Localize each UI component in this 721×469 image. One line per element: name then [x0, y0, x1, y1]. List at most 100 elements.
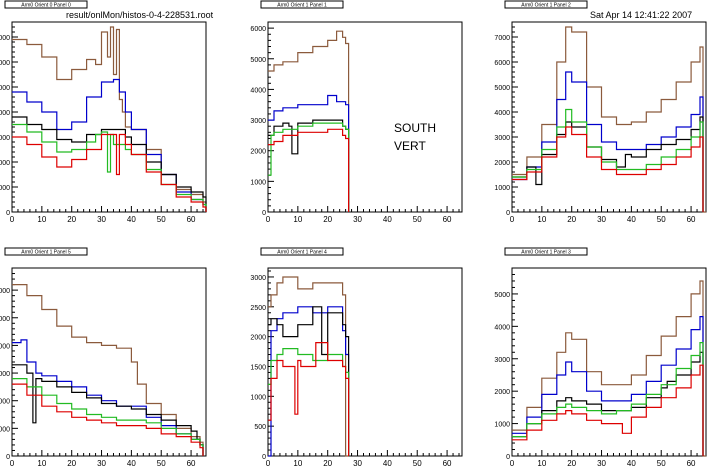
x-tick-label: 0: [510, 215, 515, 224]
plot-frame: [267, 21, 463, 213]
series-black: [268, 306, 350, 456]
series-blue: [12, 339, 204, 456]
histogram-panel-5: Arm0 Orient 1 Panel 3 0 10 20 30 40 50 60 1000 20…: [494, 247, 707, 468]
x-tick-label: 40: [627, 215, 636, 224]
series-brown: [268, 30, 350, 212]
y-tick-label: 3000: [494, 357, 510, 364]
y-tick-label: 5000: [250, 57, 266, 64]
y-tick-label: 1000: [250, 179, 266, 186]
y-tick-label: 4000: [494, 324, 510, 331]
x-tick-label: 60: [687, 215, 696, 224]
x-tick-label: 30: [353, 459, 362, 468]
series-blue: [268, 94, 350, 212]
y-tick-label: 4000: [0, 343, 10, 350]
x-tick-label: 40: [127, 459, 136, 468]
panel-title: Arm0 Orient 1 Panel 3: [521, 250, 571, 256]
y-tick-label: 6000: [494, 60, 510, 67]
y-tick-label: 0: [262, 210, 266, 217]
histogram-panel-1: Arm0 Orient 1 Panel 1 0 10 20 30 40 50 60 1000 20…: [250, 0, 463, 224]
x-tick-label: 30: [597, 215, 606, 224]
x-tick-label: 40: [627, 459, 636, 468]
x-tick-label: 30: [97, 215, 106, 224]
y-tick-label: 2000: [0, 160, 10, 167]
y-tick-label: 5000: [494, 292, 510, 299]
series-blue: [512, 71, 704, 212]
x-tick-label: 10: [293, 215, 302, 224]
title-box: [4, 0, 88, 9]
x-tick-label: 60: [187, 459, 196, 468]
x-tick-label: 60: [187, 215, 196, 224]
panel-title: Arm0 Orient 1 Panel 2: [521, 3, 571, 9]
y-tick-label: 1000: [494, 185, 510, 192]
series-green: [12, 123, 207, 212]
plot-frame: [267, 267, 463, 457]
x-tick-label: 50: [657, 459, 666, 468]
x-tick-label: 10: [537, 459, 546, 468]
x-tick-label: 60: [443, 215, 452, 224]
x-tick-label: 0: [510, 459, 515, 468]
series-brown: [268, 276, 349, 457]
x-tick-label: 0: [10, 459, 15, 468]
y-tick-label: 3000: [494, 135, 510, 142]
series-green: [512, 108, 704, 212]
x-tick-label: 50: [157, 459, 166, 468]
view-label: VERT: [394, 139, 426, 153]
x-tick-label: 40: [127, 215, 136, 224]
panel-title: Arm0 Orient 1 Panel 4: [277, 250, 327, 256]
x-tick-label: 50: [657, 215, 666, 224]
x-tick-label: 10: [37, 215, 46, 224]
series-green: [12, 378, 204, 456]
panel-title: Arm0 Orient 0 Panel 0: [21, 3, 71, 9]
title-box: [504, 247, 588, 256]
y-tick-label: 5000: [494, 85, 510, 92]
x-tick-label: 40: [383, 459, 392, 468]
file-path-label: result/onlMon/histos-0-4-228531.root: [66, 10, 214, 20]
x-tick-label: 20: [567, 459, 576, 468]
series-red: [268, 128, 350, 212]
series-red: [512, 364, 704, 456]
histogram-panel-3: Arm0 Orient 1 Panel 5 0 10 20 30 40 50 60 1000 20…: [0, 247, 207, 468]
x-tick-label: 50: [413, 215, 422, 224]
series-red: [268, 342, 350, 456]
y-tick-label: 4000: [494, 110, 510, 117]
x-tick-label: 20: [567, 215, 576, 224]
y-tick-label: 2500: [250, 305, 266, 312]
y-tick-label: 1000: [494, 422, 510, 429]
y-tick-label: 2000: [0, 399, 10, 406]
title-box: [4, 247, 88, 256]
y-tick-label: 6000: [250, 26, 266, 33]
y-tick-label: 0: [262, 454, 266, 461]
series-black: [268, 119, 350, 212]
title-box: [504, 0, 588, 9]
series-red: [12, 133, 207, 212]
y-tick-label: 500: [254, 424, 266, 431]
histogram-panel-2: Arm0 Orient 1 Panel 2 0 10 20 30 40 50 60 1000 20…: [494, 0, 707, 224]
y-tick-label: 1000: [250, 394, 266, 401]
series-blue: [12, 78, 207, 212]
y-tick-label: 7000: [0, 35, 10, 42]
x-tick-label: 0: [266, 459, 271, 468]
y-tick-label: 6000: [0, 288, 10, 295]
y-tick-label: 3000: [0, 135, 10, 142]
x-tick-label: 50: [413, 459, 422, 468]
series-green: [268, 348, 350, 456]
x-tick-label: 20: [67, 215, 76, 224]
y-tick-label: 6000: [0, 60, 10, 67]
y-tick-label: 4000: [0, 110, 10, 117]
title-box: [260, 0, 344, 9]
x-tick-label: 0: [266, 215, 271, 224]
x-tick-label: 50: [157, 215, 166, 224]
x-tick-label: 20: [323, 215, 332, 224]
y-tick-label: 2000: [250, 149, 266, 156]
y-tick-label: 1000: [0, 426, 10, 433]
histogram-panel-0: Arm0 Orient 0 Panel 0 0 10 20 30 40 50 60 1000 20…: [0, 0, 207, 224]
series-brown: [12, 284, 204, 456]
y-tick-label: 3000: [0, 371, 10, 378]
panel-title: Arm0 Orient 1 Panel 1: [277, 3, 327, 9]
y-tick-label: 3000: [250, 275, 266, 282]
x-tick-label: 40: [383, 215, 392, 224]
series-black: [512, 351, 704, 456]
y-tick-label: 3000: [250, 118, 266, 125]
plot-frame: [11, 21, 207, 213]
